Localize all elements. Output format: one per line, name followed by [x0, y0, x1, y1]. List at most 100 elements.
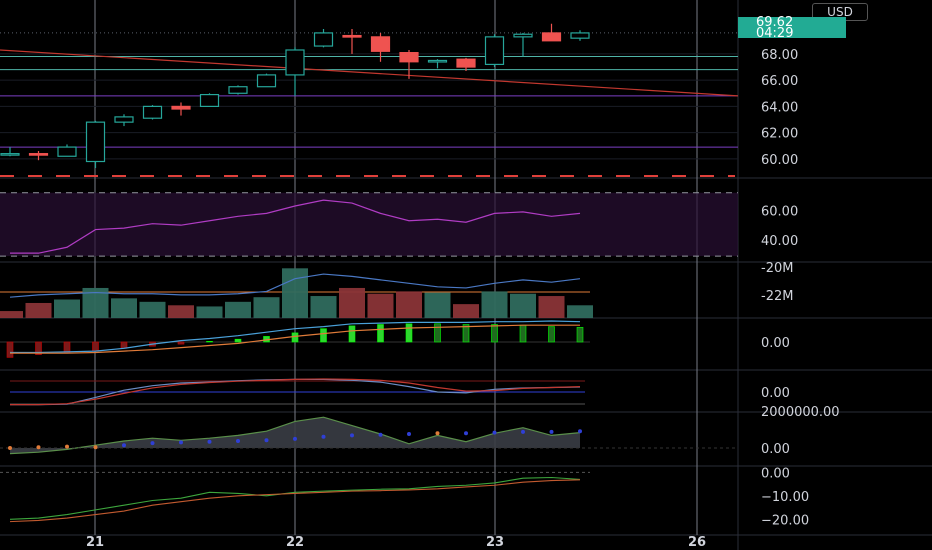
candle-body [28, 153, 49, 156]
volume-bar [111, 298, 137, 318]
candle-body [57, 146, 77, 157]
flow-dot [236, 439, 240, 443]
momentum-bar [206, 340, 213, 343]
momentum-bar [519, 324, 527, 343]
volume-bar [196, 306, 223, 318]
momentum-bar [6, 341, 14, 358]
momentum-bar [63, 341, 71, 353]
volume-ma-line [9, 273, 581, 298]
candle-body [570, 32, 590, 39]
oscillator-tick-label: 0.00 [761, 386, 790, 401]
momentum-tick-label: 0.00 [761, 336, 790, 351]
flow-tick-label: 0.00 [761, 442, 790, 457]
momentum-bar [177, 341, 185, 345]
volume-bar [453, 304, 479, 318]
flow-dot [435, 431, 440, 436]
flow-dot [36, 445, 41, 450]
flow-dot [378, 432, 383, 437]
volume-bar [225, 301, 251, 318]
trendline [0, 49, 739, 97]
momentum-bar [234, 338, 242, 343]
volume-bar [481, 291, 508, 318]
flow-dot [578, 429, 582, 434]
date-tick-label: 21 [86, 535, 104, 550]
flow-dot [464, 431, 468, 436]
date-tick-label: 22 [286, 535, 304, 550]
candle-body [171, 105, 191, 110]
flow-dot [492, 430, 497, 435]
volume-bar [310, 296, 337, 318]
candle-body [285, 49, 305, 76]
bar-countdown: 04:29 [756, 26, 794, 41]
candle-body [484, 36, 505, 66]
price-tick-label: 62.00 [761, 127, 798, 142]
momentum-bar [434, 323, 441, 343]
oscillator-line-b [10, 378, 581, 406]
momentum-bar [491, 324, 498, 343]
flow-dot [122, 443, 126, 448]
volume-bar [54, 299, 80, 318]
volume-bar [510, 293, 536, 318]
last-price-tag: 69.62 04:29 [738, 15, 846, 41]
trend-tick-label: −10.00 [761, 490, 809, 505]
candle-body [85, 121, 106, 163]
momentum-bar [348, 325, 356, 343]
flow-dot [207, 439, 212, 444]
candle-body [313, 32, 334, 47]
volume-tick-label: -20M [761, 261, 793, 276]
volume-bar [25, 302, 52, 318]
candle-body [256, 74, 277, 88]
flow-dot [321, 434, 326, 439]
flow-dot [150, 441, 155, 446]
momentum-bar [377, 324, 384, 343]
flow-dot [549, 429, 554, 434]
rsi-tick-label: 60.00 [761, 204, 798, 219]
volume-tick-label: -22M [761, 289, 793, 304]
candle-body [399, 52, 419, 63]
momentum-bar [576, 326, 584, 343]
price-tick-label: 68.00 [761, 48, 798, 63]
trend-tick-label: −20.00 [761, 513, 809, 528]
candle-body [456, 58, 476, 68]
price-tick-label: 66.00 [761, 74, 798, 89]
momentum-bar [291, 332, 299, 343]
momentum-bar [462, 324, 470, 343]
flow-dot [407, 432, 411, 436]
volume-bar [339, 287, 365, 318]
trend-line-a [9, 476, 581, 520]
flow-dot [521, 429, 525, 434]
candle-body [142, 105, 163, 119]
candle-body [513, 33, 533, 38]
volume-bar [424, 292, 451, 318]
flow-tick-label: 2000000.00 [761, 405, 840, 420]
momentum-bar [320, 328, 327, 343]
momentum-bar [92, 341, 99, 352]
flow-dot [179, 440, 183, 445]
candle-body [427, 59, 448, 63]
volume-bar [253, 297, 280, 318]
currency-button[interactable]: USD [812, 3, 868, 21]
rsi-band-fill [0, 192, 738, 257]
momentum-bar [405, 323, 413, 343]
volume-bar [538, 296, 565, 318]
flow-dot [264, 438, 269, 443]
date-tick-label: 26 [688, 535, 706, 550]
trend-line-b [9, 479, 581, 523]
flow-dot [293, 436, 297, 441]
candle-body [370, 36, 391, 52]
volume-bar [396, 291, 422, 318]
last-price-value: 69.62 [756, 15, 794, 30]
flow-dot [8, 446, 12, 450]
volume-bar [139, 301, 166, 318]
volume-bar [567, 305, 593, 318]
candle-body [114, 116, 134, 123]
rsi-tick-label: 40.00 [761, 234, 798, 249]
momentum-bar [35, 341, 42, 355]
price-tick-label: 64.00 [761, 100, 798, 115]
flow-line [9, 416, 581, 455]
momentum-bar [548, 326, 555, 343]
volume-bar [168, 305, 194, 318]
volume-bar [367, 293, 394, 318]
date-tick-label: 23 [486, 535, 504, 550]
